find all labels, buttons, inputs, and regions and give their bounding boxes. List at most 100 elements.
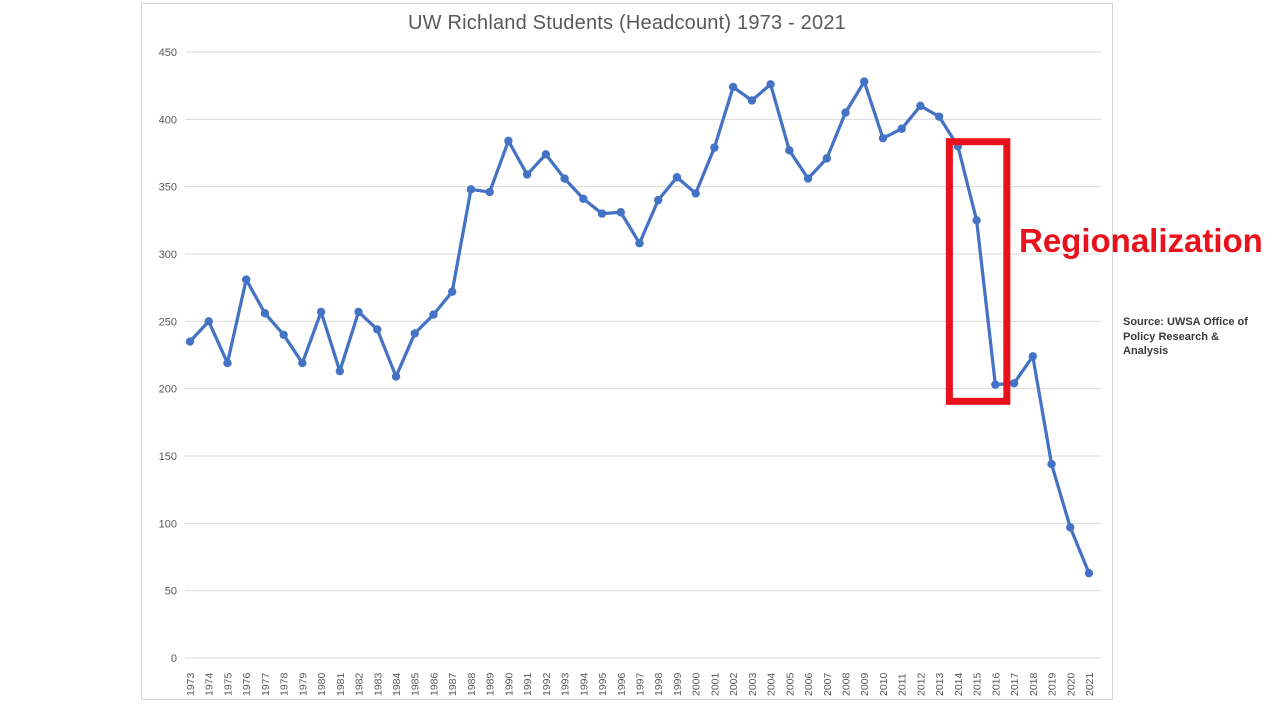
data-point-2008 bbox=[841, 108, 850, 117]
data-point-1997 bbox=[635, 239, 644, 248]
data-point-2016 bbox=[991, 380, 1000, 389]
x-tick-label: 1988 bbox=[466, 672, 478, 696]
x-tick-label: 2013 bbox=[934, 672, 946, 696]
x-tick-label: 1979 bbox=[297, 672, 309, 696]
data-point-1976 bbox=[241, 275, 251, 284]
x-tick-label: 1991 bbox=[522, 672, 534, 696]
data-point-1989 bbox=[485, 187, 494, 197]
x-tick-label: 2003 bbox=[747, 672, 759, 696]
data-point-2007 bbox=[822, 154, 831, 163]
y-tick-label: 350 bbox=[159, 182, 177, 194]
x-tick-label: 2007 bbox=[822, 672, 834, 696]
data-point-2018 bbox=[1028, 352, 1038, 361]
y-tick-label: 250 bbox=[159, 316, 177, 328]
data-point-1985 bbox=[410, 329, 419, 338]
y-tick-label: 300 bbox=[159, 249, 177, 261]
x-tick-label: 2005 bbox=[784, 672, 796, 696]
x-tick-label: 2006 bbox=[803, 672, 815, 696]
x-tick-label: 1980 bbox=[316, 672, 328, 696]
data-point-1999 bbox=[672, 173, 682, 182]
x-tick-label: 1986 bbox=[428, 672, 440, 696]
data-point-2010 bbox=[878, 133, 888, 143]
data-point-2001 bbox=[710, 143, 719, 152]
data-point-1982 bbox=[354, 307, 363, 317]
data-point-1975 bbox=[223, 358, 232, 368]
y-tick-label: 400 bbox=[159, 114, 177, 126]
data-point-2004 bbox=[766, 80, 775, 89]
y-tick-label: 50 bbox=[165, 586, 177, 598]
x-tick-label: 1973 bbox=[185, 672, 197, 696]
data-point-2011 bbox=[897, 124, 906, 133]
data-point-2019 bbox=[1047, 459, 1056, 469]
x-tick-label: 1975 bbox=[222, 672, 234, 696]
data-point-2009 bbox=[860, 77, 869, 86]
data-point-1977 bbox=[260, 309, 270, 318]
data-point-1992 bbox=[541, 150, 551, 159]
regionalization-annotation: Regionalization bbox=[1019, 222, 1263, 259]
x-tick-label: 2000 bbox=[691, 672, 703, 696]
x-tick-label: 1999 bbox=[672, 672, 684, 696]
x-tick-label: 2012 bbox=[915, 672, 927, 696]
x-tick-label: 1992 bbox=[541, 672, 553, 696]
y-tick-label: 0 bbox=[171, 653, 177, 665]
data-point-1988 bbox=[466, 185, 476, 194]
x-tick-label: 1978 bbox=[279, 672, 291, 696]
x-tick-label: 2004 bbox=[766, 672, 778, 696]
data-point-2017 bbox=[1009, 379, 1019, 388]
data-point-1993 bbox=[560, 174, 569, 183]
y-tick-label: 100 bbox=[159, 518, 177, 530]
source-note: Source: UWSA Office of Policy Research &… bbox=[1123, 316, 1248, 357]
annotation-box bbox=[945, 138, 1011, 405]
x-tick-label: 2001 bbox=[709, 672, 721, 696]
x-tick-label: 1983 bbox=[372, 672, 384, 696]
data-point-1978 bbox=[279, 330, 288, 339]
data-point-2021 bbox=[1084, 568, 1094, 578]
chart-title: UW Richland Students (Headcount) 1973 - … bbox=[408, 12, 846, 34]
data-point-1983 bbox=[373, 325, 382, 334]
x-tick-label: 2021 bbox=[1084, 672, 1096, 696]
x-tick-label: 1996 bbox=[616, 672, 628, 696]
x-tick-label: 1977 bbox=[260, 672, 272, 696]
data-point-2000 bbox=[691, 189, 700, 198]
data-point-2015 bbox=[972, 216, 981, 225]
data-point-1990 bbox=[504, 136, 513, 146]
data-point-1995 bbox=[597, 209, 607, 218]
x-tick-label: 1985 bbox=[410, 672, 422, 696]
x-tick-label: 1997 bbox=[634, 672, 646, 696]
data-point-2005 bbox=[785, 146, 794, 155]
data-point-1994 bbox=[579, 194, 588, 203]
x-tick-label: 1987 bbox=[447, 672, 459, 696]
x-tick-label: 2017 bbox=[1009, 672, 1021, 696]
data-point-1986 bbox=[429, 310, 438, 319]
data-point-1973 bbox=[185, 337, 195, 346]
x-tick-label: 2016 bbox=[990, 672, 1002, 696]
x-tick-label: 1993 bbox=[560, 672, 572, 696]
x-tick-label: 1984 bbox=[391, 672, 403, 696]
x-tick-label: 1990 bbox=[503, 672, 515, 696]
data-point-2003 bbox=[747, 96, 757, 105]
data-point-2012 bbox=[916, 101, 925, 111]
data-point-1991 bbox=[522, 170, 532, 179]
data-point-2013 bbox=[934, 112, 944, 121]
x-tick-label: 2018 bbox=[1028, 672, 1040, 696]
x-tick-label: 2010 bbox=[878, 672, 890, 696]
data-point-1987 bbox=[448, 287, 457, 296]
data-point-1998 bbox=[654, 195, 663, 205]
x-tick-label: 1981 bbox=[335, 672, 347, 696]
x-tick-label: 1974 bbox=[204, 672, 216, 696]
x-tick-label: 2019 bbox=[1047, 672, 1059, 696]
series-line bbox=[188, 80, 1091, 575]
data-point-1981 bbox=[335, 366, 345, 376]
data-point-2006 bbox=[803, 174, 813, 183]
x-tick-label: 1989 bbox=[485, 672, 497, 696]
x-tick-label: 2009 bbox=[859, 672, 871, 696]
y-tick-label: 200 bbox=[159, 384, 177, 396]
x-tick-label: 1982 bbox=[354, 672, 366, 696]
x-tick-label: 1995 bbox=[597, 672, 609, 696]
x-tick-label: 2014 bbox=[953, 672, 965, 696]
data-point-1979 bbox=[298, 358, 307, 368]
x-tick-label: 1998 bbox=[653, 672, 665, 696]
data-point-1996 bbox=[616, 208, 625, 217]
data-point-2020 bbox=[1066, 523, 1075, 532]
